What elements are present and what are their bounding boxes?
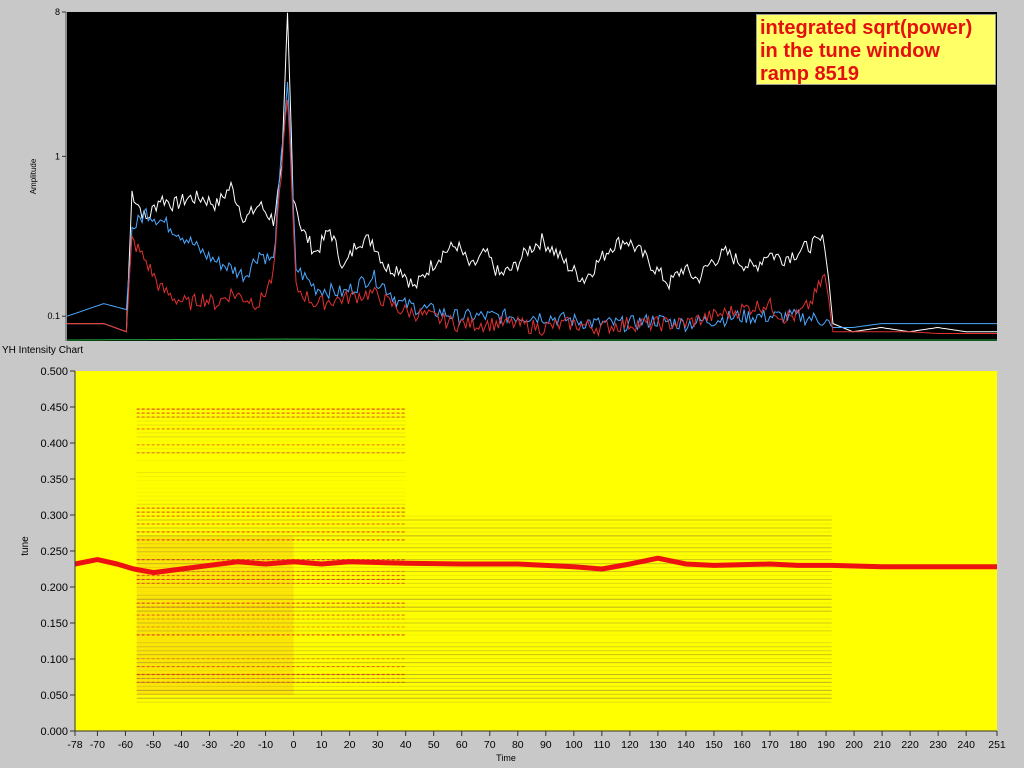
y-tick-label: 0.1 [47, 311, 60, 321]
x-tick-label: -30 [202, 739, 217, 751]
x-tick-label: -70 [90, 739, 105, 751]
x-tick-label: 140 [677, 739, 695, 751]
amplitude-y-axis-label: Amplitude [29, 158, 38, 194]
heatmap-x-axis-label: Time [496, 753, 516, 763]
x-tick-label: 190 [817, 739, 835, 751]
x-tick-label: 80 [512, 739, 524, 751]
amplitude-series-line [67, 338, 997, 341]
x-tick-label: 220 [901, 739, 919, 751]
y-tick-label: 0.150 [40, 618, 68, 630]
x-tick-label: 130 [649, 739, 667, 751]
y-tick-label: 0.250 [40, 546, 68, 558]
x-tick-label: 150 [705, 739, 723, 751]
y-tick-label: 1 [55, 151, 60, 161]
y-tick-label: 8 [55, 7, 60, 17]
tune-intensity-chart: 0.000 0.050 0.100 0.150 0.200 0.250 0.300 0.350… [20, 366, 1006, 763]
heatmap-bands [136, 408, 832, 703]
x-tick-label: 180 [789, 739, 807, 751]
x-tick-label: 120 [621, 739, 639, 751]
y-tick-label: 0.450 [40, 402, 68, 414]
chart-title-line-2: in the tune window [760, 40, 940, 62]
x-tick-label: 200 [845, 739, 863, 751]
x-tick-label: 240 [957, 739, 975, 751]
x-tick-label: -78 [67, 739, 82, 751]
x-tick-label: -60 [118, 739, 133, 751]
x-tick-label: 170 [761, 739, 779, 751]
x-tick-label: 0 [291, 739, 297, 751]
heatmap-red-region [136, 536, 294, 695]
amplitude-chart-title-box: integrated sqrt(power) in the tune windo… [756, 14, 996, 85]
x-tick-label: 50 [428, 739, 440, 751]
heatmap-plot-area [75, 371, 997, 731]
x-tick-label: 90 [540, 739, 552, 751]
x-tick-label: 110 [593, 739, 610, 751]
intensity-chart-label: YH Intensity Chart [2, 345, 84, 356]
amplitude-series-line [67, 99, 997, 338]
x-tick-label: 100 [565, 739, 583, 751]
x-tick-label: 70 [484, 739, 496, 751]
tune-line [74, 555, 997, 576]
y-tick-label: 0.500 [40, 366, 68, 378]
heatmap-y-axis-label: tune [20, 536, 31, 556]
x-tick-label: 210 [873, 739, 891, 751]
y-tick-label: 0.300 [40, 510, 68, 522]
x-tick-label: 160 [733, 739, 751, 751]
x-tick-label: 30 [372, 739, 384, 751]
x-tick-label: -20 [230, 739, 245, 751]
y-tick-label: 0.050 [40, 690, 68, 702]
y-tick-label: 0.200 [40, 582, 68, 594]
x-tick-label: 10 [316, 739, 328, 751]
chart-title-line-3: ramp 8519 [760, 63, 859, 85]
x-tick-label: 230 [929, 739, 947, 751]
x-tick-label: -40 [174, 739, 189, 751]
x-tick-label: 40 [400, 739, 412, 751]
x-tick-label: 20 [344, 739, 356, 751]
y-tick-label: 0.350 [40, 474, 68, 486]
amplitude-series-line [66, 81, 997, 333]
y-tick-label: 0.100 [40, 654, 68, 666]
y-tick-label: 0.000 [40, 726, 68, 738]
chart-title-line-1: integrated sqrt(power) [760, 17, 973, 39]
x-tick-label: 251 [988, 739, 1006, 751]
amplitude-series-line [67, 12, 997, 333]
y-tick-label: 0.400 [40, 438, 68, 450]
x-tick-label: -50 [146, 739, 161, 751]
x-tick-label: -10 [258, 739, 273, 751]
x-tick-label: 60 [456, 739, 468, 751]
